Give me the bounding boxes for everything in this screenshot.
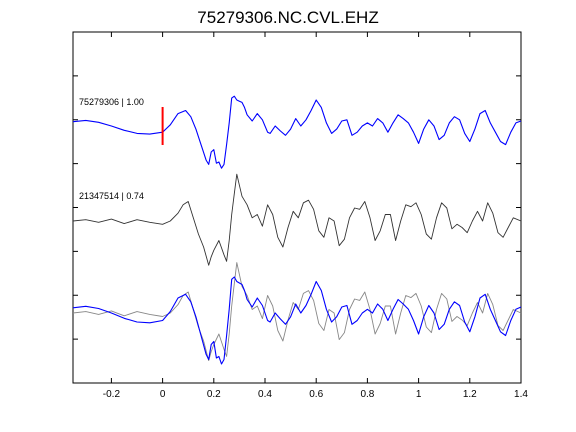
x-tick-label: 0.4 xyxy=(258,389,272,400)
x-tick-label: 1.2 xyxy=(463,389,477,400)
trace-labels: 75279306 | 1.00 21347514 | 0.74 xyxy=(79,97,144,201)
trace-overlay-primary xyxy=(72,276,522,365)
x-tick-label: 0 xyxy=(160,389,166,400)
trace-label-top: 75279306 | 1.00 xyxy=(79,97,144,107)
chart-title: 75279306.NC.CVL.EHZ xyxy=(197,8,378,27)
waveform-traces xyxy=(72,95,522,365)
x-tick-label: 0.8 xyxy=(360,389,374,400)
trace-overlay-secondary xyxy=(72,262,522,362)
plot-frame xyxy=(72,31,522,384)
trace-top xyxy=(72,95,522,169)
trace-middle xyxy=(72,173,522,266)
x-tick-label: -0.2 xyxy=(103,389,121,400)
y-axis-ticks xyxy=(73,75,521,340)
x-tick-label: 0.6 xyxy=(309,389,323,400)
x-tick-label: 1.4 xyxy=(514,389,528,400)
x-axis-tick-labels: -0.2 0 0.2 0.4 0.6 0.8 1 1.2 1.4 xyxy=(103,389,529,400)
trace-label-middle: 21347514 | 0.74 xyxy=(79,191,144,201)
x-tick-label: 0.2 xyxy=(207,389,221,400)
x-tick-label: 1 xyxy=(416,389,422,400)
x-axis-ticks xyxy=(110,32,522,383)
